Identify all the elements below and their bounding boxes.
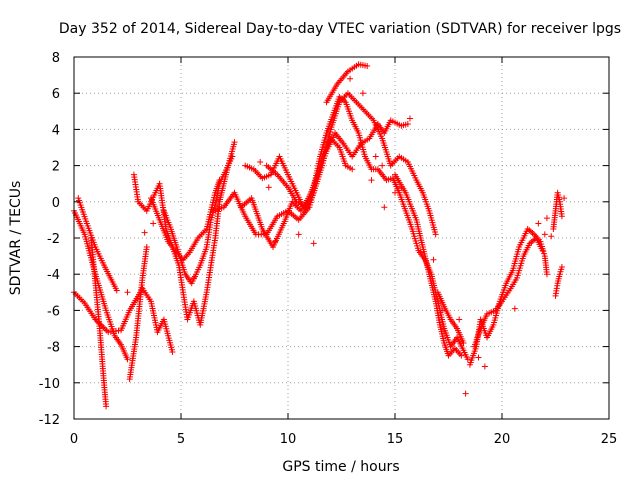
data-point-marker [359,90,366,97]
data-point-marker [349,166,356,173]
data-point-marker [543,215,550,222]
x-tick-label: 25 [601,432,618,447]
data-point-marker [372,153,379,160]
data-point-marker [460,339,467,346]
data-point-marker [432,231,439,238]
x-tick-label: 10 [280,432,297,447]
y-tick-label: -2 [47,232,60,247]
series-line [469,227,548,365]
isolated-points [124,75,568,397]
series-track-5 [126,244,150,383]
x-tick-label: 15 [387,432,404,447]
series-track-16 [466,225,550,368]
data-point-marker [398,184,405,191]
series-track-19 [552,263,565,299]
data-point-marker [417,249,424,256]
data-point-marker [404,120,411,127]
series-track-13 [323,61,371,106]
series-line [212,137,353,236]
series-track-14 [392,171,465,359]
data-point-marker [535,220,542,227]
data-point-marker [265,184,272,191]
chart-title: Day 352 of 2014, Sidereal Day-to-day VTE… [59,21,621,37]
y-tick-label: -12 [39,413,60,428]
data-point-marker [103,403,110,410]
plot-area [71,61,568,410]
data-point-marker [231,139,238,146]
data-point-marker [368,177,375,184]
data-point-marker [392,189,398,196]
y-tick-label: -8 [47,341,60,356]
data-point-marker [229,153,236,160]
series-track-8 [160,153,236,287]
grid-layer [74,57,609,419]
data-point-marker [511,305,518,312]
data-point-marker [561,195,568,202]
data-point-marker [541,231,548,238]
series-track-17 [471,235,546,350]
data-point-marker [548,233,555,240]
data-point-marker [169,349,176,356]
data-point-marker [143,244,150,251]
data-point-marker [113,287,120,294]
y-tick-label: -6 [47,304,60,319]
series-track-3 [75,195,120,294]
data-point-marker [381,204,388,211]
data-point-marker [475,354,482,361]
data-point-marker [295,231,302,238]
data-point-marker [124,356,131,363]
data-point-marker [272,238,279,245]
y-tick-label: 0 [52,196,60,211]
data-point-marker [464,356,471,363]
series-track-1 [71,285,176,356]
x-tick-label: 5 [177,432,185,447]
x-tick-labels: 0 5 10 15 20 25 [70,432,617,447]
data-point-marker [558,263,565,270]
y-tick-label: 8 [52,51,60,66]
series-line [163,156,234,285]
y-tick-label: 6 [52,87,60,102]
y-tick-label: -4 [47,268,60,283]
data-point-marker [430,256,437,263]
data-point-marker [458,352,465,359]
data-point-marker [141,229,148,236]
series-track-4 [88,235,110,410]
series-track-15 [434,289,467,346]
y-axis-label: SDTVAR / TECUs [8,181,24,296]
data-point-marker [364,63,371,70]
data-point-marker [558,213,565,220]
series-track-10 [237,117,411,251]
data-point-marker [379,162,386,169]
data-point-marker [406,115,413,122]
data-point-marker [124,289,131,296]
y-tick-label: 2 [52,160,60,175]
series-track-18 [550,189,565,232]
x-tick-label: 0 [70,432,78,447]
data-point-marker [190,274,197,281]
data-point-marker [543,271,550,278]
data-point-marker [439,307,446,314]
x-tick-label: 20 [494,432,511,447]
data-point-marker [347,75,354,82]
data-point-marker [150,220,157,227]
data-point-marker [462,390,469,397]
data-point-marker [310,240,317,247]
x-axis-label: GPS time / hours [282,459,399,475]
y-tick-labels: -12 -10 -8 -6 -4 -2 0 2 4 6 8 [39,51,60,428]
y-tick-label: -10 [39,377,60,392]
tick-layer [73,56,610,420]
data-point-marker [257,158,264,165]
data-point-marker [481,363,488,370]
data-point-marker [539,247,546,254]
y-tick-label: 4 [52,123,60,138]
data-point-marker [456,316,463,323]
